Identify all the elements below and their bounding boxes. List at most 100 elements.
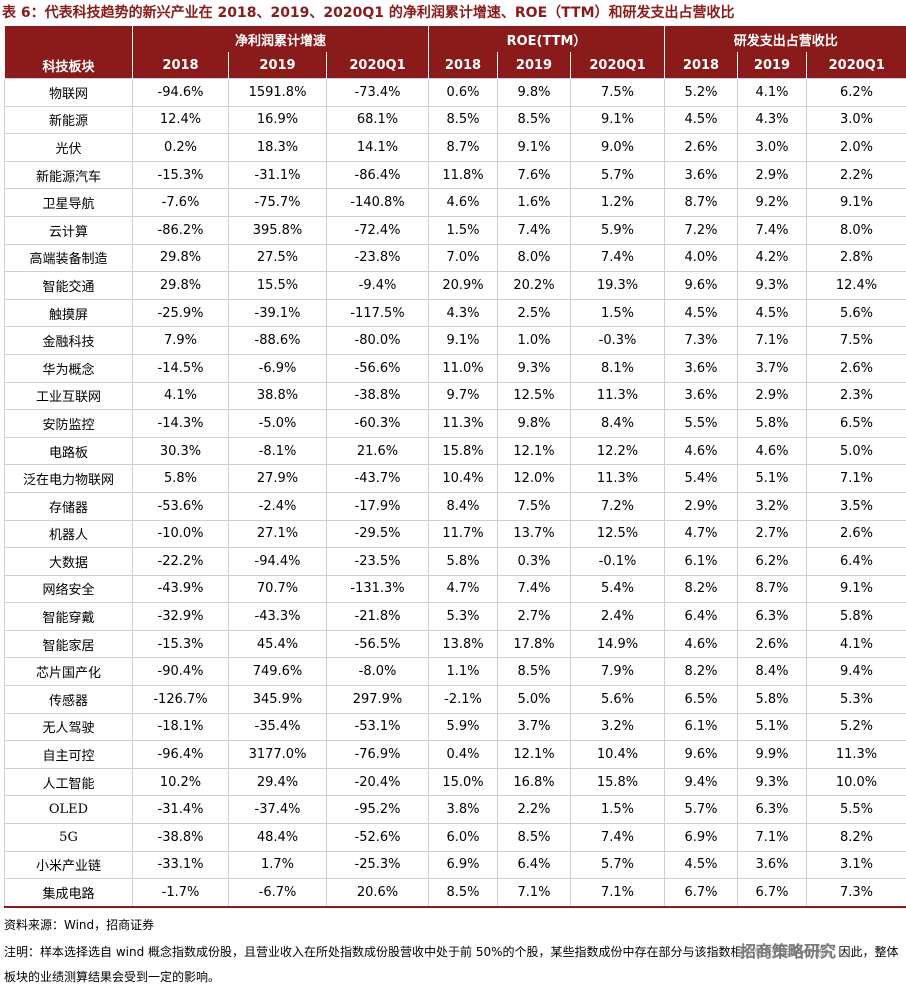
table-row: 自主可控 -96.4% 3177.0% -76.9% 0.4% 12.1% 10.4% 9.6…	[4, 740, 906, 769]
cell-value: -53.6%	[132, 491, 229, 521]
cell-value: 8.7%	[737, 574, 807, 604]
cell-value: 15.8%	[428, 436, 498, 466]
cell-value: -76.9%	[326, 740, 429, 769]
table-row: 集成电路 -1.7% -6.7% 20.6% 8.5% 7.1% 7.1% 6.7% 6.7% 7…	[4, 878, 906, 908]
cell-value: -43.3%	[228, 602, 327, 631]
sector-name: 华为概念	[4, 353, 133, 383]
cell-value: 6.7%	[664, 878, 738, 908]
cell-value: -0.1%	[570, 547, 665, 576]
cell-value: 3.6%	[664, 160, 738, 190]
sector-name: 电路板	[4, 436, 133, 466]
cell-value: 12.2%	[570, 436, 665, 466]
cell-value: 29.8%	[132, 271, 229, 300]
cell-value: 2.2%	[497, 795, 571, 825]
cell-value: 10.2%	[132, 767, 229, 797]
cell-value: -33.1%	[132, 850, 229, 880]
cell-value: 297.9%	[326, 685, 429, 714]
sector-name: 工业互联网	[4, 381, 133, 411]
cell-value: 3.0%	[805, 105, 906, 135]
cell-value: 5.1%	[737, 464, 807, 493]
cell-value: -2.4%	[228, 491, 327, 521]
cell-value: -31.4%	[132, 795, 229, 825]
cell-value: 11.3%	[570, 464, 665, 493]
cell-value: 15.0%	[428, 767, 498, 797]
cell-value: -131.3%	[326, 574, 429, 604]
cell-value: 5.5%	[805, 795, 906, 825]
column-header: 2020Q1	[805, 52, 906, 79]
cell-value: -18.1%	[132, 712, 229, 742]
cell-value: 9.9%	[737, 740, 807, 769]
cell-value: 18.3%	[228, 133, 327, 162]
cell-value: 8.4%	[570, 409, 665, 438]
sector-name: 5G	[4, 823, 133, 852]
cell-value: -32.9%	[132, 602, 229, 631]
sector-name: 物联网	[4, 78, 133, 107]
cell-value: 14.9%	[570, 629, 665, 659]
cell-value: 5.2%	[805, 712, 906, 742]
cell-value: 20.9%	[428, 271, 498, 300]
cell-value: 29.8%	[132, 243, 229, 273]
cell-value: 5.2%	[664, 78, 738, 107]
cell-value: 5.4%	[570, 574, 665, 604]
cell-value: 5.0%	[805, 436, 906, 466]
cell-value: 17.8%	[497, 629, 571, 659]
cell-value: -35.4%	[228, 712, 327, 742]
sector-name: 智能家居	[4, 629, 133, 659]
cell-value: 4.5%	[664, 850, 738, 880]
table-row: 光伏 0.2% 18.3% 14.1% 8.7% 9.1% 9.0% 2.6% 3.0% 2.0%	[4, 133, 906, 162]
cell-value: 4.5%	[737, 298, 807, 328]
cell-value: -29.5%	[326, 519, 429, 549]
cell-value: 8.1%	[570, 353, 665, 383]
cell-value: 0.3%	[497, 547, 571, 576]
cell-value: -86.4%	[326, 160, 429, 190]
column-header: 2020Q1	[326, 52, 429, 79]
cell-value: -90.4%	[132, 657, 229, 687]
table-row: 华为概念 -14.5% -6.9% -56.6% 11.0% 9.3% 8.1% 3.6% 3.…	[4, 353, 906, 383]
cell-value: 4.1%	[737, 78, 807, 107]
source: 资料来源：Wind，招商证券	[4, 918, 155, 932]
group-header: 研发支出占营收比	[663, 26, 906, 52]
table-row: 网络安全 -43.9% 70.7% -131.3% 4.7% 7.4% 5.4% 8.2% 8.…	[4, 574, 906, 604]
cell-value: -7.6%	[132, 188, 229, 217]
sector-name: 小米产业链	[4, 850, 133, 880]
cell-value: 8.5%	[428, 878, 498, 908]
cell-value: 6.7%	[737, 878, 807, 908]
sector-name: OLED	[4, 795, 133, 825]
cell-value: -6.7%	[228, 878, 327, 908]
cell-value: 10.4%	[570, 740, 665, 769]
cell-value: 2.6%	[805, 353, 906, 383]
cell-value: 9.3%	[737, 271, 807, 300]
cell-value: 8.0%	[805, 215, 906, 245]
cell-value: 7.4%	[497, 574, 571, 604]
table-row: 金融科技 7.9% -88.6% -80.0% 9.1% 1.0% -0.3% 7.3% 7.1…	[4, 326, 906, 355]
cell-value: 4.0%	[664, 243, 738, 273]
cell-value: -31.1%	[228, 160, 327, 190]
cell-value: -10.0%	[132, 519, 229, 549]
cell-value: -126.7%	[132, 685, 229, 714]
cell-value: 5.6%	[570, 685, 665, 714]
cell-value: 9.6%	[664, 271, 738, 300]
column-header: 2019	[228, 52, 327, 79]
cell-value: 7.1%	[570, 878, 665, 908]
cell-value: 2.9%	[737, 160, 807, 190]
cell-value: 8.5%	[428, 105, 498, 135]
cell-value: -95.2%	[326, 795, 429, 825]
cell-value: 8.5%	[497, 823, 571, 852]
table-row: 卫星导航 -7.6% -75.7% -140.8% 4.6% 1.6% 1.2% 8.7% 9.…	[4, 188, 906, 217]
table-row: 泛在电力物联网 5.8% 27.9% -43.7% 10.4% 12.0% 11.3% 5.4…	[4, 464, 906, 493]
sector-name: 存储器	[4, 491, 133, 521]
cell-value: 10.0%	[805, 767, 906, 797]
cell-value: 7.1%	[805, 464, 906, 493]
cell-value: 4.6%	[664, 436, 738, 466]
cell-value: 6.5%	[664, 685, 738, 714]
cell-value: 1.5%	[570, 795, 665, 825]
cell-value: 12.5%	[497, 381, 571, 411]
cell-value: -8.1%	[228, 436, 327, 466]
cell-value: 15.8%	[570, 767, 665, 797]
cell-value: 7.5%	[570, 78, 665, 107]
cell-value: -38.8%	[326, 381, 429, 411]
cell-value: 7.2%	[664, 215, 738, 245]
table-row: 安防监控 -14.3% -5.0% -60.3% 11.3% 9.8% 8.4% 5.5% 5.…	[4, 409, 906, 438]
sector-name: 云计算	[4, 215, 133, 245]
cell-value: -56.5%	[326, 629, 429, 659]
